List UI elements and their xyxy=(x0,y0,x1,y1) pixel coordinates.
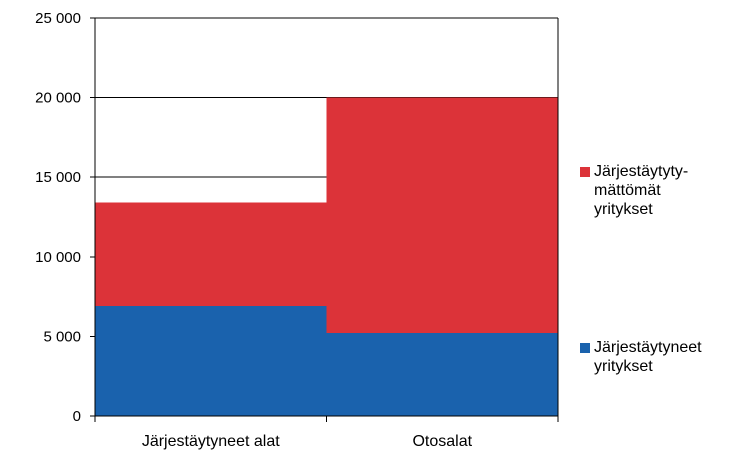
legend-label-unorganized: Järjestäytyty- mättömät yritykset xyxy=(594,162,740,219)
legend-label-line: yritykset xyxy=(594,201,653,218)
bar-segment xyxy=(95,202,327,307)
y-tick-label: 25 000 xyxy=(35,10,81,27)
legend-label-line: Järjestäytyty- xyxy=(594,163,689,180)
x-category-label: Otosalat xyxy=(412,433,472,450)
y-tick-label: 15 000 xyxy=(35,169,81,186)
legend-swatch-organized xyxy=(580,343,590,353)
bar-segment xyxy=(95,306,327,416)
y-tick-label: 5 000 xyxy=(43,328,81,345)
bar-segment xyxy=(326,333,558,416)
y-tick-label: 20 000 xyxy=(35,90,81,107)
legend-label-line: Järjestäytyneet xyxy=(594,339,702,356)
y-tick-label: 0 xyxy=(73,408,81,425)
legend-swatch-unorganized xyxy=(580,167,590,177)
legend-label-line: yritykset xyxy=(594,358,653,375)
legend-label-organized: Järjestäytyneet yritykset xyxy=(594,338,740,376)
y-tick-label: 10 000 xyxy=(35,249,81,266)
legend-label-line: mättömät xyxy=(594,182,661,199)
x-category-label: Järjestäytyneet alat xyxy=(142,433,280,450)
bar-segment xyxy=(326,97,558,334)
